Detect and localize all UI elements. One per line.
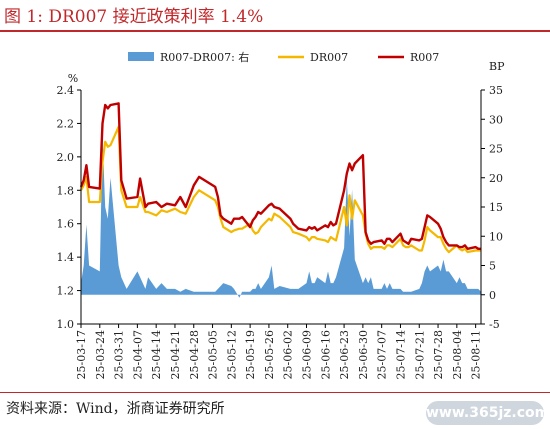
x-tick-label: 25-06-09 <box>301 330 314 379</box>
right-tick-label: -5 <box>489 318 500 331</box>
x-tick-label: 25-07-21 <box>413 330 426 379</box>
x-tick-label: 25-03-31 <box>113 330 126 379</box>
left-tick-label: 1.2 <box>57 285 75 298</box>
right-tick-label: 35 <box>489 84 503 97</box>
x-tick-label: 25-03-24 <box>94 330 107 379</box>
legend-label: DR007 <box>310 51 348 64</box>
legend-swatch-spread <box>128 52 154 61</box>
series-spread-area <box>81 136 481 298</box>
x-tick-label: 25-05-19 <box>244 330 257 379</box>
left-tick-label: 1.0 <box>57 318 75 331</box>
title-rule <box>0 30 550 32</box>
x-tick-label: 25-06-30 <box>357 330 370 379</box>
chart-title: 图 1: DR007 接近政策利率 1.4% <box>4 7 264 27</box>
series-dr007-line <box>80 125 481 254</box>
left-tick-label: 1.6 <box>57 218 75 231</box>
x-tick-label: 25-07-14 <box>394 330 407 379</box>
source-note: 资料来源：Wind，浙商证券研究所 <box>6 401 225 417</box>
x-tick-label: 25-08-04 <box>451 330 464 379</box>
spread-area-layer <box>81 136 481 298</box>
x-tick-label: 25-06-02 <box>282 330 295 379</box>
x-tick-label: 25-05-05 <box>207 330 220 379</box>
x-tick-label: 25-06-16 <box>319 330 332 379</box>
axes-layer: 1.0 1.2 1.4 1.6 1.8 2.0 2.2 2.4 -5 0 5 10 15 20 25 30 35… <box>57 60 506 379</box>
left-tick-label: 2.0 <box>57 151 75 164</box>
right-tick-label: 30 <box>489 113 503 126</box>
right-tick-label: 20 <box>489 172 503 185</box>
legend: R007-DR007: 右 DR007 R007 <box>128 50 439 64</box>
x-tick-label: 25-04-21 <box>169 330 182 379</box>
x-tick-label: 25-05-26 <box>263 330 276 379</box>
x-tick-label: 25-07-28 <box>432 330 445 379</box>
left-tick-label: 2.2 <box>57 117 75 130</box>
left-tick-label: 2.4 <box>57 84 75 97</box>
right-tick-label: 5 <box>489 260 496 273</box>
series-r007-line <box>79 102 481 251</box>
x-tick-label: 25-04-07 <box>131 330 144 379</box>
left-tick-label: 1.8 <box>57 184 75 197</box>
x-tick-label: 25-08-11 <box>470 330 483 379</box>
rate-lines-layer <box>79 102 481 254</box>
right-tick-label: 15 <box>489 201 503 214</box>
legend-label: R007-DR007: 右 <box>160 50 249 64</box>
left-tick-label: 1.4 <box>57 251 75 264</box>
right-tick-label: 25 <box>489 143 503 156</box>
left-axis-unit: % <box>68 72 78 85</box>
x-tick-label: 25-07-07 <box>376 330 389 379</box>
right-axis-unit: BP <box>489 60 505 73</box>
watermark: www.365jz.com <box>426 401 549 425</box>
x-tick-label: 25-03-17 <box>75 330 88 379</box>
x-tick-label: 25-04-14 <box>150 330 163 379</box>
right-tick-label: 10 <box>489 230 503 243</box>
right-tick-label: 0 <box>489 289 496 302</box>
x-tick-label: 25-06-23 <box>338 330 351 379</box>
bottom-rule <box>0 392 550 393</box>
x-tick-label: 25-04-28 <box>188 330 201 379</box>
x-tick-label: 25-05-12 <box>225 330 238 379</box>
legend-label: R007 <box>410 51 439 64</box>
